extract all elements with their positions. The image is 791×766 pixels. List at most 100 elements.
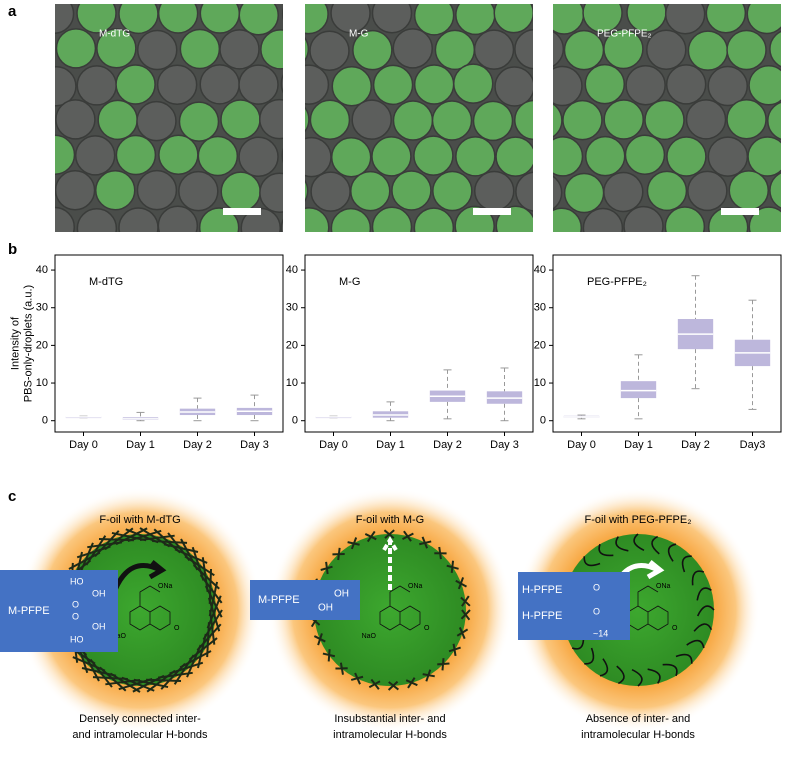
droplet	[493, 4, 533, 34]
molecule-label: H-PFPE	[522, 610, 562, 622]
droplet	[707, 65, 749, 107]
surfactant	[350, 672, 364, 685]
droplet	[0, 135, 33, 174]
droplet	[625, 64, 666, 106]
surfactant	[584, 647, 595, 665]
droplet	[685, 99, 727, 140]
diagram-caption: Insubstantial inter- and	[334, 713, 445, 725]
scale-bar	[721, 208, 759, 215]
droplet	[392, 100, 434, 141]
diagram-caption: intramolecular H-bonds	[581, 729, 695, 741]
micrograph	[305, 4, 533, 232]
molecule-label: HO	[70, 576, 84, 586]
diagram-caption: Densely connected inter-	[79, 713, 201, 725]
plot-frame	[552, 254, 782, 433]
surfactant	[631, 668, 643, 687]
droplet	[330, 4, 371, 34]
surfactant	[364, 530, 377, 543]
droplet	[115, 134, 157, 176]
plot-frame	[304, 254, 534, 433]
surfactant	[434, 546, 447, 560]
droplet	[495, 136, 533, 177]
droplet	[432, 170, 473, 212]
x-tick-label: Day 0	[69, 439, 98, 451]
droplet	[372, 64, 414, 106]
surfactant	[633, 533, 645, 552]
droplet	[515, 171, 533, 212]
droplet	[260, 29, 283, 70]
droplet	[371, 206, 413, 232]
dye-label: O	[174, 625, 180, 632]
droplet	[687, 170, 728, 212]
y-tick-label: 20	[534, 339, 546, 351]
droplet	[157, 4, 199, 34]
droplet	[15, 102, 54, 141]
panel-label: c	[8, 488, 16, 505]
droplet	[0, 66, 33, 105]
surfactant	[313, 633, 326, 646]
droplet	[220, 99, 261, 140]
droplet	[118, 207, 159, 232]
droplet	[305, 4, 329, 35]
droplet	[220, 171, 261, 212]
droplet	[553, 30, 565, 67]
droplet	[220, 242, 259, 281]
dye	[129, 585, 171, 631]
droplet	[331, 66, 373, 107]
droplet	[259, 98, 283, 140]
droplet	[238, 136, 279, 178]
micrograph	[0, 4, 283, 281]
droplet	[473, 29, 515, 70]
droplet	[726, 98, 767, 140]
droplet	[55, 28, 97, 69]
surfactant	[206, 595, 222, 629]
surfactant	[651, 535, 660, 555]
plot-frame	[54, 254, 284, 433]
droplet	[55, 206, 75, 232]
droplet	[431, 100, 473, 141]
droplet	[553, 175, 563, 210]
surfactant	[460, 609, 471, 621]
droplet	[305, 64, 330, 105]
droplet	[178, 170, 219, 212]
droplet	[157, 205, 199, 232]
y-tick-label: 30	[36, 302, 48, 314]
surfactant	[696, 605, 715, 617]
droplet	[280, 74, 283, 94]
droplet	[330, 207, 372, 232]
micrograph	[553, 4, 781, 232]
droplet	[769, 172, 781, 209]
droplet	[76, 65, 117, 106]
x-tick-label: Day 1	[126, 439, 155, 451]
droplet	[553, 65, 583, 107]
chart-title: PEG-PFPE₂	[587, 276, 647, 288]
droplet	[392, 28, 434, 69]
droplet	[582, 4, 623, 34]
droplet	[371, 4, 413, 34]
droplet	[413, 207, 455, 232]
dye-label: ONa	[158, 583, 173, 590]
surfactant	[383, 529, 395, 539]
droplet	[197, 135, 239, 177]
droplet	[705, 4, 747, 34]
image-label: M-dTG	[99, 29, 130, 40]
surfactant	[662, 663, 678, 677]
y-tick-label: 20	[36, 339, 48, 351]
droplet	[644, 99, 685, 141]
droplet	[97, 99, 138, 141]
droplet	[455, 136, 496, 177]
droplet	[55, 187, 56, 196]
surfactant	[616, 665, 625, 685]
molecule-label: O	[593, 606, 600, 616]
surfactant	[402, 530, 414, 542]
droplet	[687, 30, 729, 71]
surfactant	[437, 658, 450, 671]
droplet	[603, 28, 644, 70]
droplet	[238, 64, 279, 105]
droplet	[138, 242, 177, 281]
droplet	[769, 30, 781, 68]
droplet	[158, 134, 199, 176]
droplet	[330, 137, 372, 178]
x-tick-label: Day 3	[240, 439, 269, 451]
droplet	[136, 29, 178, 71]
